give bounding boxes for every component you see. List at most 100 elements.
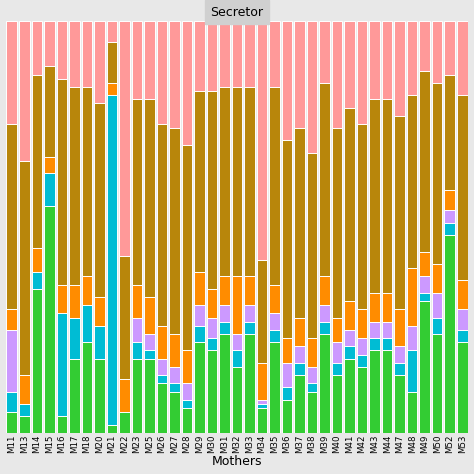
Bar — [19, 161, 30, 375]
Bar — [419, 71, 430, 252]
Bar — [56, 21, 67, 79]
Bar — [257, 21, 267, 260]
Bar — [44, 21, 55, 66]
Bar — [257, 260, 267, 363]
Bar — [144, 359, 155, 433]
Bar — [19, 21, 30, 161]
Bar — [319, 305, 330, 322]
Bar — [144, 350, 155, 359]
Bar — [182, 350, 192, 383]
Bar — [7, 412, 17, 433]
Bar — [207, 350, 217, 433]
Bar — [169, 367, 180, 383]
Bar — [382, 21, 392, 100]
Bar — [444, 21, 455, 74]
Bar — [194, 91, 205, 272]
Bar — [194, 305, 205, 326]
Bar — [169, 334, 180, 367]
Bar — [132, 284, 142, 318]
Bar — [332, 128, 342, 318]
Bar — [194, 326, 205, 342]
Bar — [156, 124, 167, 326]
Bar — [457, 281, 467, 309]
Bar — [257, 363, 267, 400]
Bar — [94, 103, 105, 297]
Bar — [407, 326, 418, 350]
Bar — [69, 21, 80, 87]
Bar — [207, 318, 217, 338]
Bar — [369, 100, 380, 293]
Title: Secretor: Secretor — [210, 6, 264, 18]
Bar — [294, 21, 305, 128]
Bar — [219, 87, 230, 276]
Bar — [269, 284, 280, 313]
Bar — [82, 305, 92, 342]
Bar — [257, 408, 267, 433]
Bar — [394, 309, 405, 346]
Bar — [394, 375, 405, 433]
Bar — [269, 21, 280, 87]
Bar — [107, 425, 117, 433]
Bar — [344, 330, 355, 346]
Bar — [307, 21, 318, 153]
Bar — [107, 83, 117, 95]
Bar — [457, 95, 467, 281]
Bar — [56, 313, 67, 416]
Bar — [219, 21, 230, 87]
Bar — [407, 21, 418, 95]
Bar — [457, 330, 467, 342]
Bar — [382, 350, 392, 433]
Bar — [282, 387, 292, 400]
Bar — [357, 309, 367, 338]
Bar — [31, 247, 42, 272]
Bar — [119, 379, 130, 412]
Bar — [182, 21, 192, 145]
Bar — [244, 276, 255, 305]
Bar — [69, 284, 80, 318]
Bar — [307, 367, 318, 383]
Bar — [307, 338, 318, 367]
Bar — [357, 338, 367, 355]
Bar — [144, 334, 155, 350]
Bar — [31, 289, 42, 433]
Bar — [344, 301, 355, 330]
Bar — [344, 21, 355, 108]
Bar — [194, 272, 205, 305]
Bar — [31, 21, 42, 74]
Bar — [344, 346, 355, 359]
Bar — [207, 338, 217, 350]
Bar — [19, 404, 30, 416]
Bar — [369, 338, 380, 350]
Bar — [344, 359, 355, 433]
Bar — [7, 330, 17, 392]
Bar — [94, 297, 105, 326]
Bar — [257, 404, 267, 408]
Bar — [194, 21, 205, 91]
Bar — [244, 87, 255, 276]
Bar — [219, 276, 230, 305]
Bar — [294, 318, 305, 346]
Bar — [244, 334, 255, 433]
Bar — [144, 21, 155, 100]
Bar — [44, 66, 55, 157]
Bar — [294, 128, 305, 318]
Bar — [407, 95, 418, 268]
Bar — [19, 375, 30, 404]
Bar — [19, 416, 30, 433]
Bar — [207, 289, 217, 318]
Bar — [207, 91, 217, 289]
Bar — [156, 375, 167, 383]
Bar — [82, 342, 92, 433]
Bar — [419, 21, 430, 71]
Bar — [307, 392, 318, 433]
Bar — [282, 21, 292, 140]
Bar — [357, 21, 367, 124]
Bar — [294, 375, 305, 433]
Bar — [69, 87, 80, 284]
Bar — [432, 318, 443, 334]
Bar — [182, 408, 192, 433]
Bar — [244, 322, 255, 334]
Bar — [407, 392, 418, 433]
Bar — [232, 21, 242, 87]
Bar — [269, 330, 280, 342]
